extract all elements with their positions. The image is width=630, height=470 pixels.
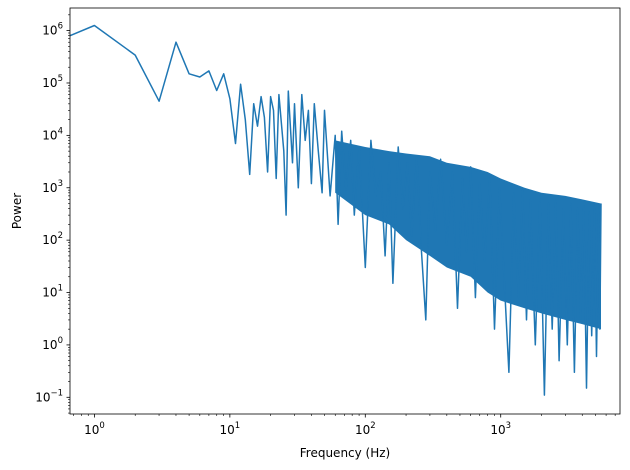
y-tick-label: 104: [42, 126, 63, 142]
x-tick-label: 101: [220, 421, 241, 437]
y-axis: 10−1 100 101 102 103 104 105 106: [35, 14, 70, 414]
y-tick-label: 100: [42, 336, 63, 352]
x-axis: 100 101 102 103: [73, 414, 616, 437]
y-axis-label: Power: [10, 193, 24, 229]
plot-frame: [69, 7, 621, 415]
y-tick-label: 101: [42, 284, 63, 300]
y-tick-label: 103: [42, 179, 63, 195]
x-tick-label: 102: [355, 421, 376, 437]
x-tick-label: 103: [490, 421, 511, 437]
y-tick-label: 102: [42, 231, 63, 247]
x-tick-label: 100: [84, 421, 105, 437]
x-axis-label: Frequency (Hz): [300, 446, 391, 460]
y-tick-label: 10−1: [35, 388, 63, 404]
y-tick-label: 106: [42, 22, 63, 38]
series-layer: [70, 24, 602, 396]
y-tick-label: 105: [42, 74, 63, 90]
series-group: [70, 24, 602, 396]
series-line-0: [70, 24, 602, 396]
